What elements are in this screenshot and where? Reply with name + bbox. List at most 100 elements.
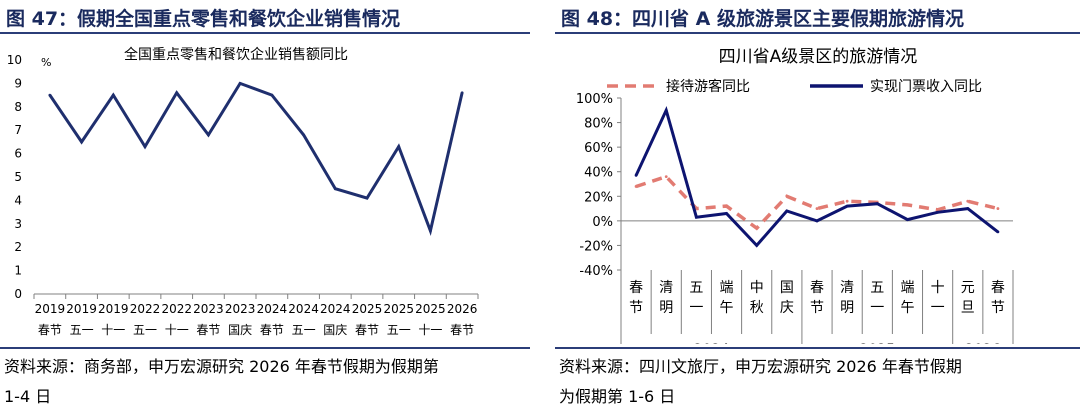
visitors-yoy-point [634, 185, 638, 188]
chart2-xtick-char: 十 [931, 280, 945, 296]
left-figure-title: 图 47：假期全国重点零售和餐饮企业销售情况 [6, 8, 401, 30]
chart2-ytick-label: 0% [592, 215, 613, 230]
chart2-series [634, 105, 1000, 248]
ticket-revenue-yoy-point [634, 174, 638, 177]
legend-label-1: 接待游客同比 [666, 78, 750, 95]
left-panel: 图 47：假期全国重点零售和餐饮企业销售情况 0 1 2 3 4 5 6 7 8 9 10 2019 春… [0, 0, 530, 413]
chart1-ytick-label: 9 [14, 76, 22, 90]
chart2-xtick-char: 国 [780, 280, 794, 296]
visitors-yoy-point [815, 207, 819, 210]
chart1-xtick-year: 2022 [130, 302, 161, 316]
chart1-ytick-label: 0 [14, 287, 22, 301]
visitors-yoy-point [785, 194, 789, 198]
chart1-data-point [207, 133, 210, 137]
chart2-xtick-char: 一 [689, 300, 703, 316]
right-title-rule [555, 32, 1080, 34]
chart1-ticks: 0 1 2 3 4 5 6 7 8 9 10 2019 春节 2019 五一 2019 十一 2022 五一 2022… [7, 53, 478, 337]
ticket-revenue-yoy-point [875, 202, 879, 206]
chart1-ytick-label: 7 [14, 123, 22, 137]
chart2-xtick-char: 明 [840, 300, 854, 316]
chart1-xtick-holiday: 五一 [387, 323, 411, 337]
chart1-data-point [365, 196, 369, 200]
chart1-xtick-year: 2023 [193, 302, 224, 316]
chart1-xtick-year: 2023 [225, 302, 256, 316]
chart1-series-line [48, 81, 464, 236]
chart1-ytick-label: 1 [14, 264, 22, 278]
chart1-xtick-holiday: 十一 [418, 323, 442, 337]
chart1-xtick-year: 2019 [66, 302, 97, 316]
tourism-chart: 100%80%60%40%20%0%-20%-40%春节清明五一端午中秋国庆春节… [576, 47, 1014, 344]
ticket-revenue-yoy-point [966, 207, 970, 210]
chart2-year-label: 2026 [965, 342, 1001, 344]
chart1-data-point [111, 93, 115, 97]
chart2-xtick-char: 春 [810, 280, 824, 296]
ticket-revenue-yoy-line [634, 105, 999, 248]
chart2-year-label: 2024 [694, 342, 730, 344]
visitors-yoy-point [936, 208, 940, 212]
visitors-yoy-point [755, 226, 759, 230]
chart1-xtick-holiday: 春节 [355, 323, 379, 337]
chart2-xtick-char: 春 [991, 280, 1005, 296]
chart1-xtick-year: 2025 [415, 302, 446, 316]
chart1-xtick-year: 2022 [161, 302, 192, 316]
chart1-xtick-holiday: 国庆 [323, 323, 347, 337]
chart1-ytick-label: 5 [14, 170, 22, 184]
chart1-xtick-year: 2024 [257, 302, 288, 316]
chart2-xtick-char: 午 [900, 300, 914, 316]
ticket-revenue-yoy-point [815, 219, 819, 223]
chart2-title: 四川省A级景区的旅游情况 [719, 47, 918, 67]
chart1-series [48, 81, 464, 236]
chart1-xtick-holiday: 五一 [70, 323, 94, 337]
chart2-year-label: 2025 [859, 342, 895, 344]
chart1-ylabel: % [41, 56, 51, 69]
ticket-revenue-yoy-point [996, 230, 1000, 234]
chart1-xtick-holiday: 五一 [133, 323, 157, 337]
right-source-line2: 为假期第 1-6 日 [559, 387, 676, 406]
chart1-xtick-holiday: 春节 [196, 323, 220, 337]
retail-sales-chart: 0 1 2 3 4 5 6 7 8 9 10 2019 春节 2019 五一 2019 十一 2022 五一 2022… [7, 46, 479, 337]
legend-label-2: 实现门票收入同比 [870, 79, 982, 95]
chart1-xtick-holiday: 十一 [101, 323, 125, 337]
visitors-yoy-point [664, 175, 668, 179]
chart1-data-point [175, 91, 179, 95]
chart1-data-point [397, 145, 401, 148]
chart2-xtick-char: 春 [629, 280, 643, 296]
chart1-data-point [143, 145, 147, 148]
chart1-xtick-holiday: 春节 [450, 323, 474, 337]
chart1-axes [33, 293, 479, 299]
visitors-yoy-point [725, 204, 728, 208]
ticket-revenue-yoy-point [845, 204, 849, 208]
chart1-data-point [460, 91, 464, 95]
chart1-data-point [429, 229, 432, 233]
ticket-revenue-yoy-point [785, 209, 789, 213]
left-source-rule [0, 347, 530, 349]
chart1-data-point [80, 140, 83, 144]
ticket-revenue-yoy-point [725, 212, 728, 215]
chart1-xtick-holiday: 五一 [292, 323, 316, 337]
chart2-xtick-char: 午 [720, 300, 734, 316]
chart2-xtick-char: 秋 [750, 300, 764, 316]
chart1-xtick-year: 2026 [447, 302, 478, 316]
chart2-xtick-char: 五 [689, 280, 703, 296]
chart2-xtick-char: 旦 [961, 300, 975, 316]
chart1-ytick-label: 6 [14, 147, 22, 161]
ticket-revenue-yoy-point [755, 244, 759, 247]
chart1-ytick-label: 4 [14, 193, 22, 207]
chart1-xtick-holiday: 春节 [38, 323, 62, 337]
chart1-data-point [48, 93, 52, 97]
ticket-revenue-yoy-point [906, 218, 909, 222]
left-title-rule [0, 32, 530, 34]
ticket-revenue-yoy-point [694, 215, 698, 219]
left-source-line2: 1-4 日 [4, 387, 52, 406]
left-source-line1: 资料来源：商务部，申万宏源研究 2026 年春节假期为假期第 [4, 357, 439, 376]
chart1-xtick-holiday: 十一 [165, 323, 189, 337]
chart1-xtick-holiday: 春节 [260, 323, 284, 337]
chart1-title: 全国重点零售和餐饮企业销售额同比 [124, 46, 348, 63]
ticket-revenue-yoy-point [664, 108, 668, 112]
chart2-xtick-char: 节 [629, 300, 643, 316]
chart2-xtick-char: 清 [659, 280, 673, 296]
right-figure-title: 图 48：四川省 A 级旅游景区主要假期旅游情况 [561, 8, 964, 30]
chart1-ytick-label: 3 [14, 217, 22, 231]
visitors-yoy-point [845, 199, 849, 203]
visitors-yoy-point [996, 207, 1000, 210]
